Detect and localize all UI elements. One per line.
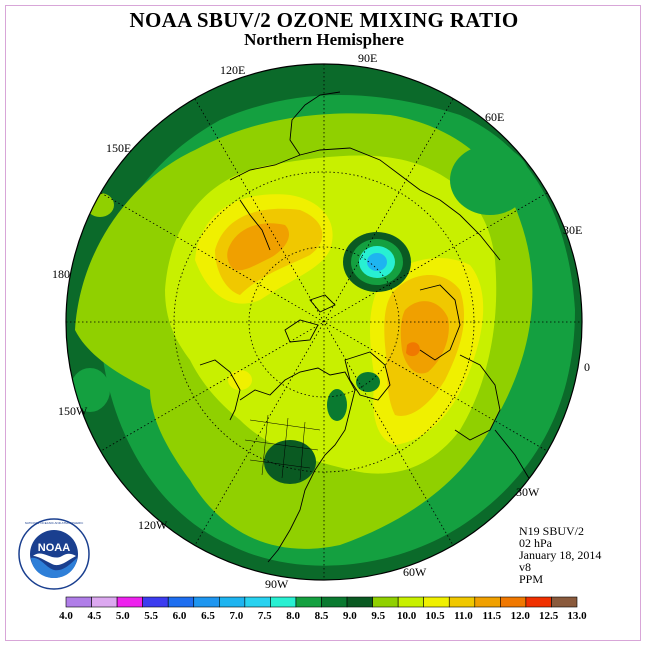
legend-swatch xyxy=(142,596,169,608)
coastline-arctic-islands xyxy=(284,294,336,343)
legend-swatch xyxy=(65,596,92,608)
graticule xyxy=(66,64,582,580)
legend-swatch xyxy=(500,596,527,608)
logo-text: NOAA xyxy=(38,542,70,554)
ozone-spot-green-1 xyxy=(327,389,347,421)
legend-swatch xyxy=(372,596,399,608)
coastline-japan xyxy=(239,199,271,251)
legend-tick-label: 13.0 xyxy=(567,610,587,622)
lon-label-120e: 120E xyxy=(220,63,246,77)
lon-label-60w: 60W xyxy=(403,565,427,579)
lon-label-30e: 30E xyxy=(563,223,583,237)
legend-tick-label: 7.5 xyxy=(257,610,272,622)
figure-frame xyxy=(5,5,641,641)
legend-tick-label: 6.0 xyxy=(172,610,187,622)
us-state-border-6 xyxy=(299,421,306,481)
coastline-scandinavia xyxy=(419,284,461,361)
legend-swatch xyxy=(193,596,220,608)
lon-label-30w: 30W xyxy=(516,485,540,499)
legend-swatch xyxy=(474,596,501,608)
logo-ring-text: NATIONAL OCEANIC AND ATMOSPHERIC xyxy=(25,521,84,525)
logo-lower-wave xyxy=(31,557,77,578)
ozone-spot-green-5 xyxy=(70,368,110,412)
legend-swatch xyxy=(167,596,195,608)
info-instrument: N19 SBUV/2 xyxy=(519,524,585,538)
legend-tick-label: 11.0 xyxy=(454,610,473,622)
legend-swatch xyxy=(321,596,348,608)
coastline-north-america xyxy=(239,367,356,563)
legend-tick-label: 10.5 xyxy=(425,610,445,622)
us-state-borders xyxy=(244,414,321,481)
info-version: v8 xyxy=(519,560,531,574)
logo-bird xyxy=(33,553,76,566)
legend-swatch xyxy=(244,596,271,608)
ozone-spot-green-4 xyxy=(450,145,530,215)
coastline-eurasia xyxy=(229,147,501,261)
us-state-border-2 xyxy=(244,439,319,451)
lon-label-150e: 150E xyxy=(106,141,132,155)
legend-swatch xyxy=(448,596,476,608)
legend-tick-label: 7.0 xyxy=(229,610,244,622)
us-state-border-5 xyxy=(281,417,289,479)
info-date: January 18, 2014 xyxy=(519,548,602,562)
lon-label-150w: 150W xyxy=(58,404,88,418)
legend-tick-label: 6.5 xyxy=(201,610,215,622)
map-title: NOAA SBUV/2 OZONE MIXING RATIO xyxy=(129,8,519,32)
meridian-150e-30w xyxy=(100,192,548,452)
noaa-logo: NOAA NATIONAL OCEANIC AND ATMOSPHERIC xyxy=(18,518,90,590)
ozone-contour-12.0 xyxy=(406,342,420,357)
us-state-border-3 xyxy=(249,459,311,469)
legend-tick-label: 5.5 xyxy=(144,610,159,622)
legend-swatch xyxy=(219,596,246,608)
legend-tick-label: 5.0 xyxy=(115,610,130,622)
legend-swatch xyxy=(116,596,143,608)
us-state-border-1 xyxy=(249,419,321,431)
map-boundary xyxy=(65,63,583,581)
legend-tick-label: 8.5 xyxy=(314,610,329,622)
ozone-spot-green-3 xyxy=(264,440,316,484)
legend-tick-label: 4.0 xyxy=(59,610,73,622)
legend-tick-label: 10.0 xyxy=(397,610,417,622)
lon-label-90w: 90W xyxy=(265,577,289,591)
map-subtitle: Northern Hemisphere xyxy=(244,30,404,49)
meridian-30e-150w xyxy=(100,192,548,452)
us-state-border-4 xyxy=(261,414,269,476)
coastline-europe xyxy=(454,354,501,441)
legend-swatch xyxy=(270,596,297,608)
ozone-low-core-7.0 xyxy=(367,253,387,271)
coastline-alaska xyxy=(199,359,241,421)
lon-label-120w: 120W xyxy=(138,518,168,532)
legend-swatch xyxy=(525,596,552,608)
lon-label-60e: 60E xyxy=(485,110,505,124)
legend-tick-label: 4.5 xyxy=(87,610,102,622)
info-level: 02 hPa xyxy=(519,536,552,550)
legend-tick-label: 11.5 xyxy=(482,610,502,622)
coastline-greenland xyxy=(344,351,391,401)
legend-swatch xyxy=(397,596,424,608)
legend-tick-label: 9.0 xyxy=(343,610,357,622)
ozone-spot-yellow-1 xyxy=(228,370,252,390)
lon-label-180: 180 xyxy=(52,267,70,281)
lon-label-0: 0 xyxy=(584,360,590,374)
legend-swatch xyxy=(295,596,322,608)
info-block: N19 SBUV/2 02 hPa January 18, 2014 v8 PP… xyxy=(519,525,601,585)
meridian-120e-60w xyxy=(194,98,454,546)
legend-tick-label: 8.0 xyxy=(286,610,300,622)
legend-swatch xyxy=(423,596,450,608)
legend-swatch xyxy=(91,596,118,608)
lon-label-90e: 90E xyxy=(358,51,378,65)
legend-swatch xyxy=(551,596,578,608)
legend-tick-label: 12.5 xyxy=(538,610,559,622)
coastline-east-asia xyxy=(289,91,341,156)
legend-tick-label: 9.5 xyxy=(371,610,386,622)
legend-tick-label: 12.0 xyxy=(510,610,530,622)
legend-swatch xyxy=(346,596,373,608)
coastlines xyxy=(199,91,541,563)
meridian-60e-120w xyxy=(194,98,454,546)
info-units: PPM xyxy=(519,572,544,586)
